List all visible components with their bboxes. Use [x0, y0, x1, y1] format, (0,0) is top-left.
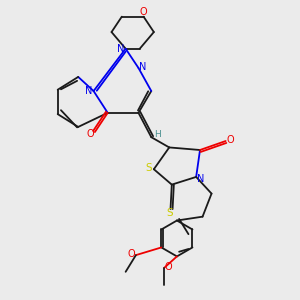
- Text: N: N: [197, 175, 205, 184]
- Text: S: S: [145, 163, 152, 173]
- Text: H: H: [154, 130, 161, 139]
- Text: O: O: [128, 249, 135, 259]
- Text: O: O: [226, 135, 234, 145]
- Text: N: N: [117, 44, 125, 54]
- Text: N: N: [139, 62, 146, 72]
- Text: O: O: [165, 262, 172, 272]
- Text: N: N: [85, 85, 93, 95]
- Text: O: O: [86, 129, 94, 139]
- Text: S: S: [166, 208, 172, 218]
- Text: O: O: [140, 7, 147, 17]
